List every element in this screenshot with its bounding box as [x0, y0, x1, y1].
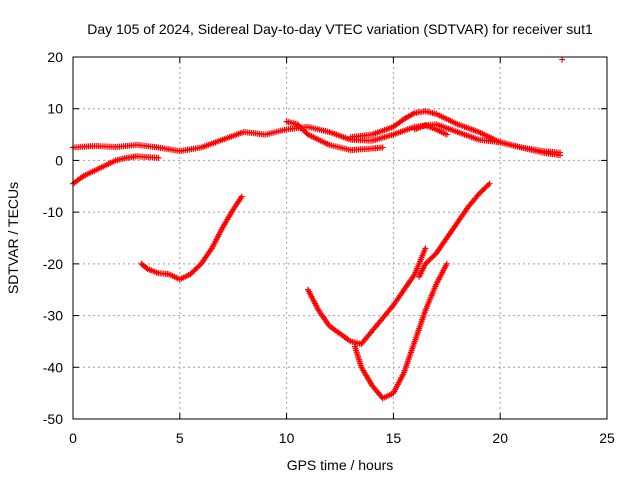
- data-point: [422, 245, 429, 252]
- series-outlier: [559, 56, 566, 63]
- data-point: [557, 152, 564, 159]
- y-tick-label: 20: [47, 49, 63, 65]
- x-tick-label: 15: [386, 430, 402, 446]
- y-tick-label: -50: [43, 411, 63, 427]
- x-tick-label: 25: [599, 430, 615, 446]
- data-point: [379, 144, 386, 151]
- series-dip-c: [351, 260, 450, 402]
- data-point: [155, 154, 162, 161]
- x-axis-label: GPS time / hours: [287, 457, 394, 473]
- y-axis-label: SDTVAR / TECUs: [5, 182, 21, 294]
- series-upper-arc: [347, 108, 564, 159]
- axis-ticks: [72, 56, 608, 420]
- data-point: [143, 264, 150, 271]
- series-dip-d: [416, 180, 493, 280]
- data-point: [486, 180, 493, 187]
- data-point: [443, 260, 450, 267]
- y-tick-label: -10: [43, 204, 63, 220]
- x-tick-label: 5: [176, 430, 184, 446]
- y-tick-label: 0: [55, 152, 63, 168]
- y-tick-label: -30: [43, 308, 63, 324]
- plot-frame: [72, 56, 608, 420]
- series-dip-b: [304, 245, 429, 348]
- series-second-band: [411, 122, 450, 138]
- x-tick-label: 10: [279, 430, 295, 446]
- series-lower-branch: [70, 153, 162, 187]
- y-tick-label: -40: [43, 359, 63, 375]
- data-point: [303, 130, 310, 137]
- data-point: [443, 131, 450, 138]
- data-point: [559, 56, 566, 63]
- data-point: [485, 181, 492, 188]
- chart-title: Day 105 of 2024, Sidereal Day-to-day VTE…: [87, 21, 593, 37]
- y-tick-label: 10: [47, 101, 63, 117]
- x-tick-label: 20: [492, 430, 508, 446]
- data-points: [70, 56, 566, 402]
- grid-lines: [73, 57, 607, 419]
- series-mid-branch: [283, 118, 386, 154]
- y-tick-label: -20: [43, 256, 63, 272]
- data-point: [238, 193, 245, 200]
- tick-labels: 0 5 10 15 20 25 -50 -40 -30 -20 -10 0 10 20: [43, 49, 615, 446]
- series-dip-a: [138, 193, 245, 283]
- x-tick-label: 0: [69, 430, 77, 446]
